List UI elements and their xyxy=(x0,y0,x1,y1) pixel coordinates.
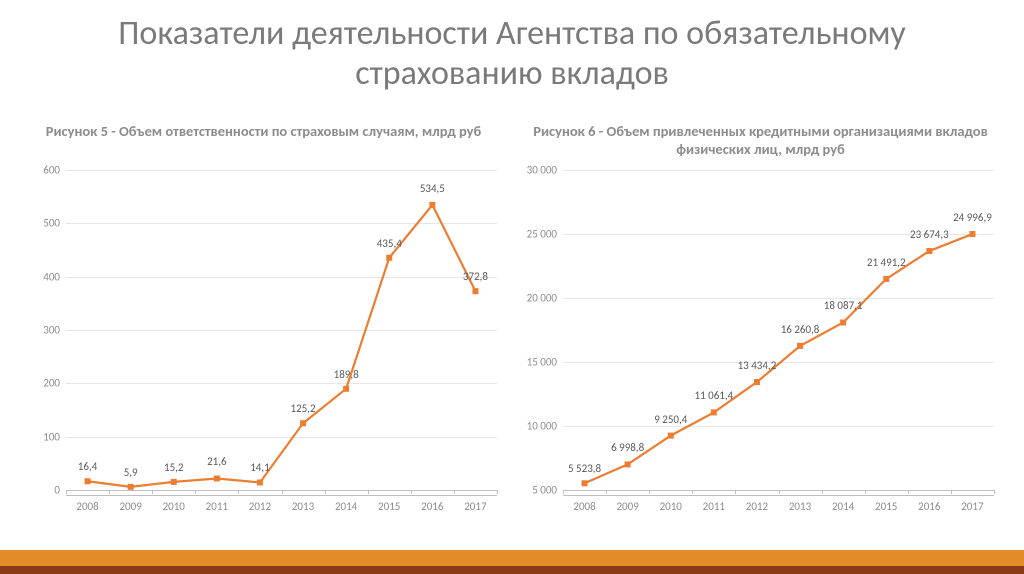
x-tick-label: 2009 xyxy=(606,495,649,513)
data-label: 18 087,1 xyxy=(824,299,863,312)
x-tick-label: 2010 xyxy=(152,495,195,513)
x-tick xyxy=(454,490,455,494)
data-label: 13 434,2 xyxy=(738,359,777,372)
x-tick xyxy=(649,490,650,494)
y-tick-label: 100 xyxy=(20,430,60,443)
x-tick xyxy=(908,490,909,494)
x-tick xyxy=(66,490,67,494)
x-tick-label: 2013 xyxy=(778,495,821,513)
x-tick-label: 2015 xyxy=(865,495,908,513)
chart-left-plot: 010020030040050060016,45,915,221,614,112… xyxy=(66,170,497,491)
footer-bar-bottom xyxy=(0,566,1024,574)
x-tick-label: 2014 xyxy=(822,495,865,513)
charts-row: Рисунок 5 - Объем ответственности по стр… xyxy=(20,122,1004,513)
x-tick xyxy=(735,490,736,494)
x-tick xyxy=(692,490,693,494)
chart-right-xaxis: 2008200920102011201220132014201520162017 xyxy=(563,495,994,513)
slide: Показатели деятельности Агентства по обя… xyxy=(0,0,1024,574)
x-tick-label: 2014 xyxy=(325,495,368,513)
x-tick xyxy=(951,490,952,494)
x-tick xyxy=(152,490,153,494)
page-title: Показатели деятельности Агентства по обя… xyxy=(40,14,984,94)
data-label: 5,9 xyxy=(124,466,138,479)
x-tick-label: 2008 xyxy=(563,495,606,513)
data-label: 435,4 xyxy=(377,237,402,250)
y-tick-label: 500 xyxy=(20,217,60,230)
y-tick-label: 300 xyxy=(20,324,60,337)
x-tick xyxy=(606,490,607,494)
data-label: 14,1 xyxy=(250,461,269,474)
data-label: 189,8 xyxy=(334,368,359,381)
x-tick-label: 2017 xyxy=(951,495,994,513)
data-label: 16 260,8 xyxy=(781,323,820,336)
x-tick-label: 2009 xyxy=(109,495,152,513)
footer-accent xyxy=(0,550,1024,574)
data-label: 23 674,3 xyxy=(910,228,949,241)
data-label: 24 996,9 xyxy=(953,211,992,224)
x-tick xyxy=(411,490,412,494)
data-label: 6 998,8 xyxy=(611,441,644,454)
x-tick-label: 2016 xyxy=(908,495,951,513)
x-tick xyxy=(822,490,823,494)
data-label: 11 061,4 xyxy=(695,389,734,402)
x-tick-label: 2012 xyxy=(238,495,281,513)
y-tick-label: 10 000 xyxy=(517,420,557,433)
data-label: 15,2 xyxy=(164,461,183,474)
chart-left-xaxis: 2008200920102011201220132014201520162017 xyxy=(66,495,497,513)
x-tick-label: 2015 xyxy=(368,495,411,513)
y-tick-label: 20 000 xyxy=(517,292,557,305)
x-tick-label: 2017 xyxy=(454,495,497,513)
x-tick xyxy=(238,490,239,494)
x-tick xyxy=(282,490,283,494)
x-tick xyxy=(563,490,564,494)
x-tick xyxy=(195,490,196,494)
y-tick-label: 5 000 xyxy=(517,484,557,497)
line-series xyxy=(66,170,497,490)
data-label: 21,6 xyxy=(207,455,226,468)
x-tick-label: 2011 xyxy=(195,495,238,513)
x-tick-label: 2010 xyxy=(649,495,692,513)
data-label: 16,4 xyxy=(78,460,97,473)
chart-right: Рисунок 6 - Объем привлеченных кредитным… xyxy=(517,122,1004,513)
y-tick-label: 400 xyxy=(20,270,60,283)
y-tick-label: 0 xyxy=(20,484,60,497)
x-tick xyxy=(109,490,110,494)
x-tick xyxy=(865,490,866,494)
x-tick-label: 2011 xyxy=(692,495,735,513)
y-tick-label: 25 000 xyxy=(517,228,557,241)
chart-left-plot-wrap: 010020030040050060016,45,915,221,614,112… xyxy=(66,170,497,513)
x-tick xyxy=(325,490,326,494)
data-label: 372,8 xyxy=(463,270,488,283)
footer-bar-top xyxy=(0,550,1024,566)
data-label: 5 523,8 xyxy=(568,462,601,475)
y-tick-label: 200 xyxy=(20,377,60,390)
chart-left-title: Рисунок 5 - Объем ответственности по стр… xyxy=(30,122,497,160)
chart-right-plot-wrap: 5 00010 00015 00020 00025 00030 0005 523… xyxy=(563,170,994,513)
chart-right-plot: 5 00010 00015 00020 00025 00030 0005 523… xyxy=(563,170,994,491)
y-tick-label: 600 xyxy=(20,164,60,177)
x-tick xyxy=(497,490,498,494)
data-label: 125,2 xyxy=(291,402,316,415)
x-tick xyxy=(994,490,995,494)
data-label: 21 491,2 xyxy=(867,256,906,269)
x-tick xyxy=(779,490,780,494)
y-tick-label: 15 000 xyxy=(517,356,557,369)
x-tick-label: 2013 xyxy=(281,495,324,513)
data-label: 9 250,4 xyxy=(654,413,687,426)
chart-left: Рисунок 5 - Объем ответственности по стр… xyxy=(20,122,507,513)
x-tick-label: 2016 xyxy=(411,495,454,513)
y-tick-label: 30 000 xyxy=(517,164,557,177)
chart-right-title: Рисунок 6 - Объем привлеченных кредитным… xyxy=(527,122,994,160)
data-label: 534,5 xyxy=(420,182,445,195)
x-tick-label: 2008 xyxy=(66,495,109,513)
x-tick xyxy=(368,490,369,494)
x-tick-label: 2012 xyxy=(735,495,778,513)
